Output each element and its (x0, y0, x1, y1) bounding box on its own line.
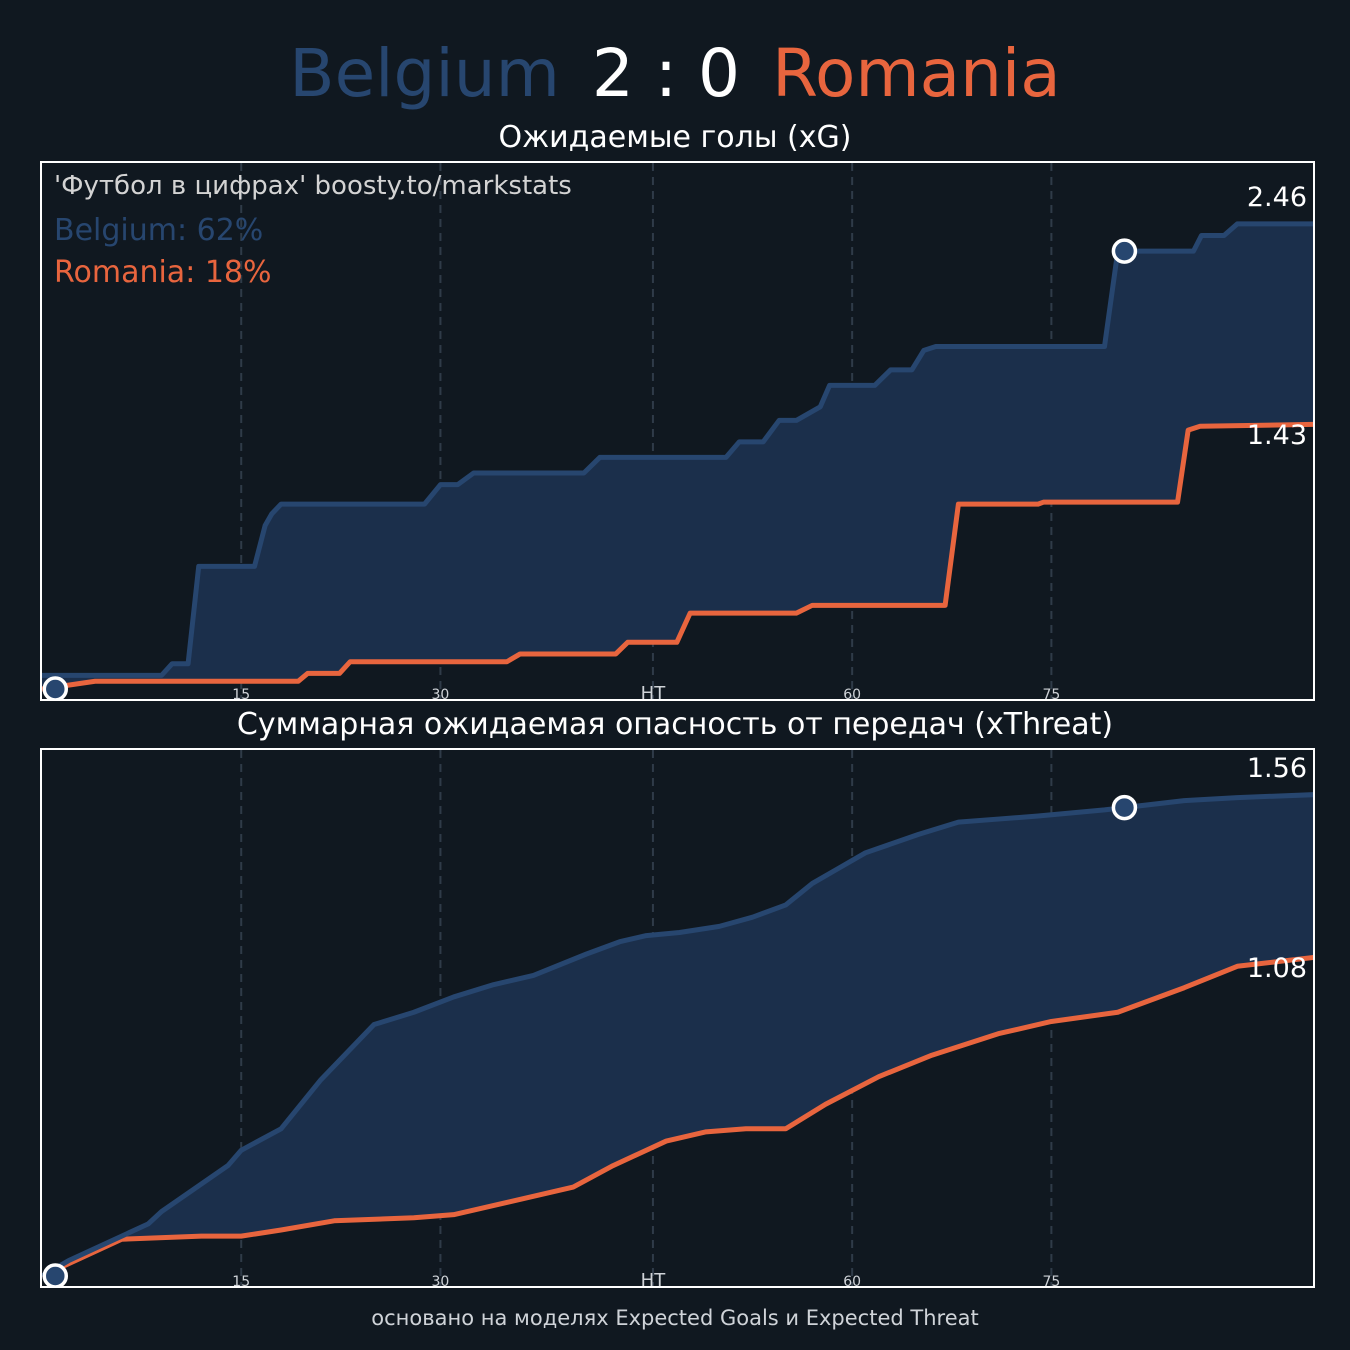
xthreat-chart-plot: 15 30 HT 60 75 (42, 750, 1313, 1288)
xg-chart-title: Ожидаемые голы (xG) (498, 120, 852, 155)
x-tick-label: 60 (843, 687, 861, 701)
xg-chart: 15 30 HT 60 75 'Футбол в цифрах' boosty.to/m… (40, 161, 1315, 701)
x-tick-label: 30 (432, 687, 450, 701)
away-win-probability: Romania: 18% (54, 255, 272, 290)
x-tick-label: 75 (1042, 1274, 1060, 1288)
x-tick-label: 15 (232, 687, 250, 701)
xg-gap-area (42, 794, 1313, 1276)
x-tick-label: HT (641, 1270, 667, 1288)
xg-away-final-value: 1.43 (1246, 420, 1307, 452)
xthreat-chart: 15 30 HT 60 75 1.56 1.08 (40, 748, 1315, 1288)
xg-home-final-value: 2.46 (1246, 181, 1307, 213)
xthreat-home-final-value: 1.56 (1246, 752, 1307, 784)
match-header: Belgium 2 : 0 Romania (0, 28, 1350, 118)
away-team-name: Romania (772, 34, 1061, 112)
x-tick-label: 60 (843, 1274, 861, 1288)
x-tick-label: 75 (1042, 687, 1060, 701)
series-line-romania (42, 421, 1313, 692)
goal-marker (1111, 238, 1138, 264)
credit-text: 'Футбол в цифрах' boosty.to/markstats (54, 171, 572, 201)
goal-marker (42, 676, 69, 699)
goal-marker (1111, 794, 1138, 821)
series-line-belgium (42, 221, 1313, 678)
series-line-romania (42, 955, 1313, 1279)
xthreat-away-final-value: 1.08 (1246, 953, 1307, 985)
xthreat-chart-title: Суммарная ожидаемая опасность от передач… (236, 707, 1114, 742)
x-tick-label: 30 (432, 1274, 450, 1288)
match-score: 2 : 0 (591, 34, 741, 112)
home-team-name: Belgium (289, 34, 560, 112)
xg-chart-plot: 15 30 HT 60 75 (42, 163, 1313, 701)
x-tick-label: HT (641, 683, 667, 701)
goal-marker (42, 1263, 69, 1286)
home-win-probability: Belgium: 62% (54, 213, 264, 248)
x-tick-label: 15 (232, 1274, 250, 1288)
series-line-belgium (42, 792, 1313, 1279)
xg-gap-area (42, 223, 1313, 689)
footer-note: основано на моделях Expected Goals и Exp… (371, 1306, 979, 1330)
